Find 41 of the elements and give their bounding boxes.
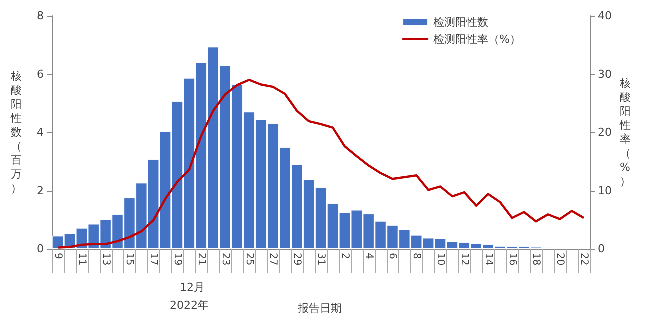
x-tick-label: 19 xyxy=(172,253,184,266)
text: 12月 xyxy=(180,281,205,294)
x-tick-label: 25 xyxy=(244,253,255,266)
y-tick-label: 8 xyxy=(37,10,44,22)
x-tick-label: 29 xyxy=(292,253,303,266)
x-tick-label: 21 xyxy=(196,253,207,266)
y2-tick-label: 20 xyxy=(598,126,612,139)
x-tick-label: 23 xyxy=(220,253,231,266)
x-tick-label: 27 xyxy=(268,253,279,266)
x-tick-label: 9 xyxy=(52,253,64,260)
x-axis-title: 报告日期 xyxy=(297,302,342,315)
y-tick-label: 4 xyxy=(37,126,44,139)
y-tick-label: 6 xyxy=(37,68,44,81)
x-tick-label: 11 xyxy=(76,253,88,266)
x-tick-label: 13 xyxy=(100,253,112,266)
x-tick-label: 10 xyxy=(435,253,446,266)
x-tick-label: 4 xyxy=(363,253,374,260)
x-tick-label: 8 xyxy=(411,253,422,260)
text: 核酸阳性数（百万） xyxy=(11,70,22,195)
line-series xyxy=(56,78,586,249)
x-tick-label: 2 xyxy=(339,253,350,260)
text: 2022年 xyxy=(170,299,209,312)
y2-tick-label: 0 xyxy=(598,242,605,256)
x-tick-label: 31 xyxy=(316,253,326,266)
y2-tick-label: 30 xyxy=(598,68,612,81)
x-tick-label: 22 xyxy=(578,253,590,266)
legend-label: 检测阳性数 xyxy=(434,16,489,29)
x-tick-label: 12 xyxy=(458,253,470,266)
x-tick-label: 16 xyxy=(506,253,518,266)
y2-axis-title: 核酸阳性率（%） xyxy=(619,77,631,188)
x-tick-label: 17 xyxy=(148,253,160,266)
x-tick-label: 14 xyxy=(482,253,494,266)
x-tick-label: 18 xyxy=(530,253,542,266)
x-tick-label: 20 xyxy=(554,253,566,266)
y2-tick-label: 10 xyxy=(598,184,612,198)
x-tick-label: 15 xyxy=(124,253,136,266)
y-tick-label: 0 xyxy=(37,242,44,256)
x-tick-label: 6 xyxy=(387,253,398,260)
legend-label: 检测阳性率（%） xyxy=(434,33,521,46)
y2-tick-label: 40 xyxy=(598,10,612,22)
y-tick-label: 2 xyxy=(37,184,44,198)
